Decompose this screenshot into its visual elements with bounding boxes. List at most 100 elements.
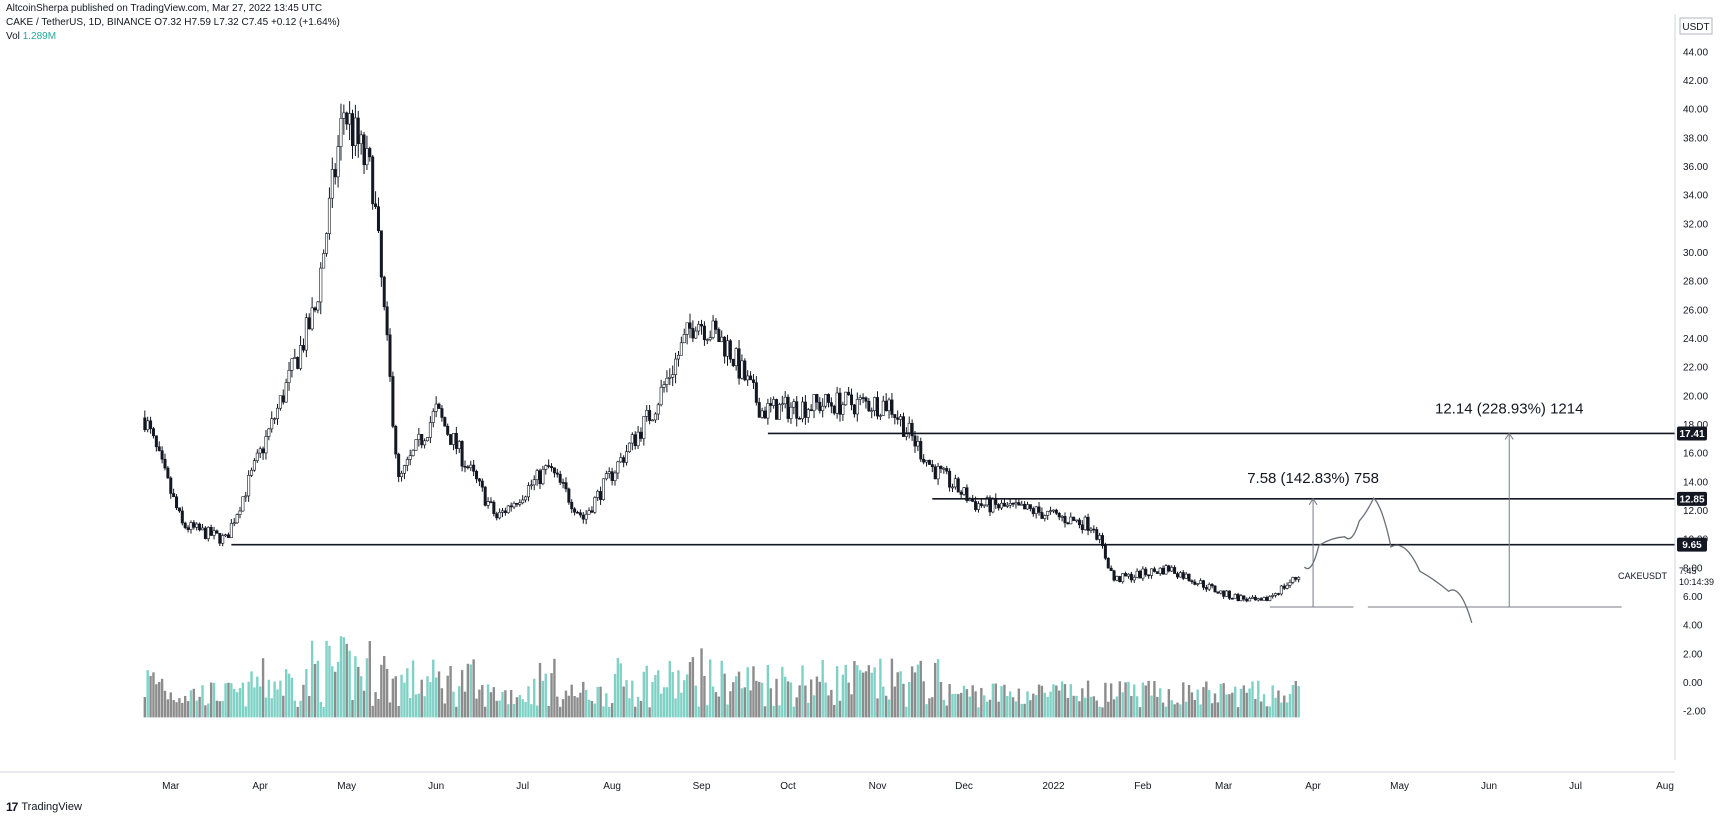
volume-bar (1271, 685, 1274, 718)
candle-body (685, 322, 689, 335)
y-tick-label: 38.00 (1683, 133, 1708, 144)
volume-bar (380, 664, 383, 718)
volume-bar (1138, 707, 1142, 718)
candle-body (751, 379, 755, 383)
candle-body (1282, 585, 1286, 589)
candle-body (763, 410, 767, 419)
candle-body (425, 437, 429, 442)
candle-body (1297, 577, 1301, 580)
candle-body (417, 433, 421, 440)
candle-body (1222, 590, 1226, 597)
candle-body (766, 403, 770, 419)
candle-body (852, 404, 856, 415)
candle-body (1178, 572, 1182, 578)
candle-body (570, 502, 574, 510)
candle-body (616, 461, 620, 474)
projection-path[interactable] (1303, 497, 1473, 623)
candle-body (1051, 509, 1055, 512)
volume-bar (818, 681, 822, 718)
volume-bar (602, 706, 605, 718)
volume-bar (994, 683, 997, 718)
volume-bar (437, 671, 441, 718)
volume-bar (354, 656, 357, 718)
candle-body (218, 533, 222, 544)
tradingview-logo-icon: 17 (6, 800, 18, 814)
candle-body (206, 526, 210, 539)
volume-bar (406, 668, 409, 718)
candle-body (1251, 596, 1255, 599)
volume-bar (1124, 682, 1127, 718)
volume-bar (729, 691, 732, 718)
candle-body (405, 459, 409, 466)
x-tick-label: Mar (1215, 781, 1233, 792)
volume-bar (411, 660, 415, 718)
candle-body (1274, 593, 1278, 596)
volume-bar (662, 687, 666, 718)
volume-bar (605, 693, 608, 718)
candle-body (149, 420, 153, 429)
candle-body (1054, 509, 1058, 514)
candle-body (1060, 516, 1064, 518)
projection-line[interactable] (1303, 497, 1473, 623)
candle-body (391, 376, 395, 427)
candle-body (884, 400, 888, 412)
volume-bar (325, 640, 328, 718)
candle-body (489, 501, 493, 503)
candle-body (535, 470, 539, 480)
volume-bar (1193, 700, 1197, 718)
horizontal-levels[interactable]: 17.41 12.85 9.65 (231, 426, 1707, 552)
time-axis[interactable]: Mar Apr May Jun Jul Aug Sep Oct Nov Dec 2022 Feb Mar… (0, 771, 1675, 792)
volume-line: Vol 1.289M (6, 30, 340, 44)
candle-body (798, 418, 802, 420)
candle-body (792, 401, 796, 408)
y-tick-label: 18.00 (1683, 420, 1708, 431)
volume-bar (287, 673, 291, 718)
candle-body (881, 400, 885, 416)
candle-body (428, 422, 432, 438)
candle-body (910, 422, 914, 437)
candle-body (702, 325, 706, 341)
candle-body (146, 420, 150, 431)
axis-unit-box (1679, 17, 1713, 35)
y-tick-label: 14.00 (1683, 477, 1708, 488)
volume-bar (913, 672, 917, 718)
volume-bar (235, 692, 239, 718)
volume-bar (1043, 692, 1047, 718)
volume-bar (183, 695, 187, 718)
candle-body (916, 441, 920, 447)
candle-body (824, 394, 828, 407)
volume-bar (466, 663, 470, 718)
candle-body (1144, 568, 1148, 576)
volume-bar (642, 671, 646, 718)
candle-body (221, 535, 225, 544)
volume-bar (279, 680, 282, 718)
volume-bar (535, 705, 539, 718)
volume-bar (319, 701, 322, 718)
volume-bar (305, 669, 308, 718)
candle-body (310, 307, 314, 330)
candle-body (821, 405, 825, 411)
candle-body (1219, 590, 1223, 594)
candle-body (333, 169, 337, 178)
candle-body (1216, 591, 1220, 594)
y-tick-label: 40.00 (1683, 105, 1708, 116)
candle-body (532, 479, 536, 486)
volume-bar (760, 682, 764, 718)
price-axis[interactable]: USDT 44.00 42.00 40.00 38.00 36.00 34.00 32.00… (1674, 14, 1713, 760)
volume-bar (636, 696, 640, 718)
level-badge-label: 9.65 (1682, 540, 1702, 551)
volume-bar (403, 682, 406, 718)
volume-bar (939, 682, 943, 718)
volume-bar (717, 696, 721, 718)
volume-bar (691, 657, 695, 718)
volume-bar (143, 696, 147, 718)
current-price-label: 7.45 (1679, 566, 1697, 576)
measurement-annotations[interactable]: 7.58 (142.83%) 758 12.14 (228.93%) 1214 (1247, 400, 1622, 608)
candle-body (578, 512, 582, 516)
candle-body (1072, 516, 1076, 521)
candle-body (711, 320, 715, 338)
volume-bar (1075, 695, 1078, 718)
volume-bar (876, 698, 879, 718)
candle-body (737, 348, 741, 379)
